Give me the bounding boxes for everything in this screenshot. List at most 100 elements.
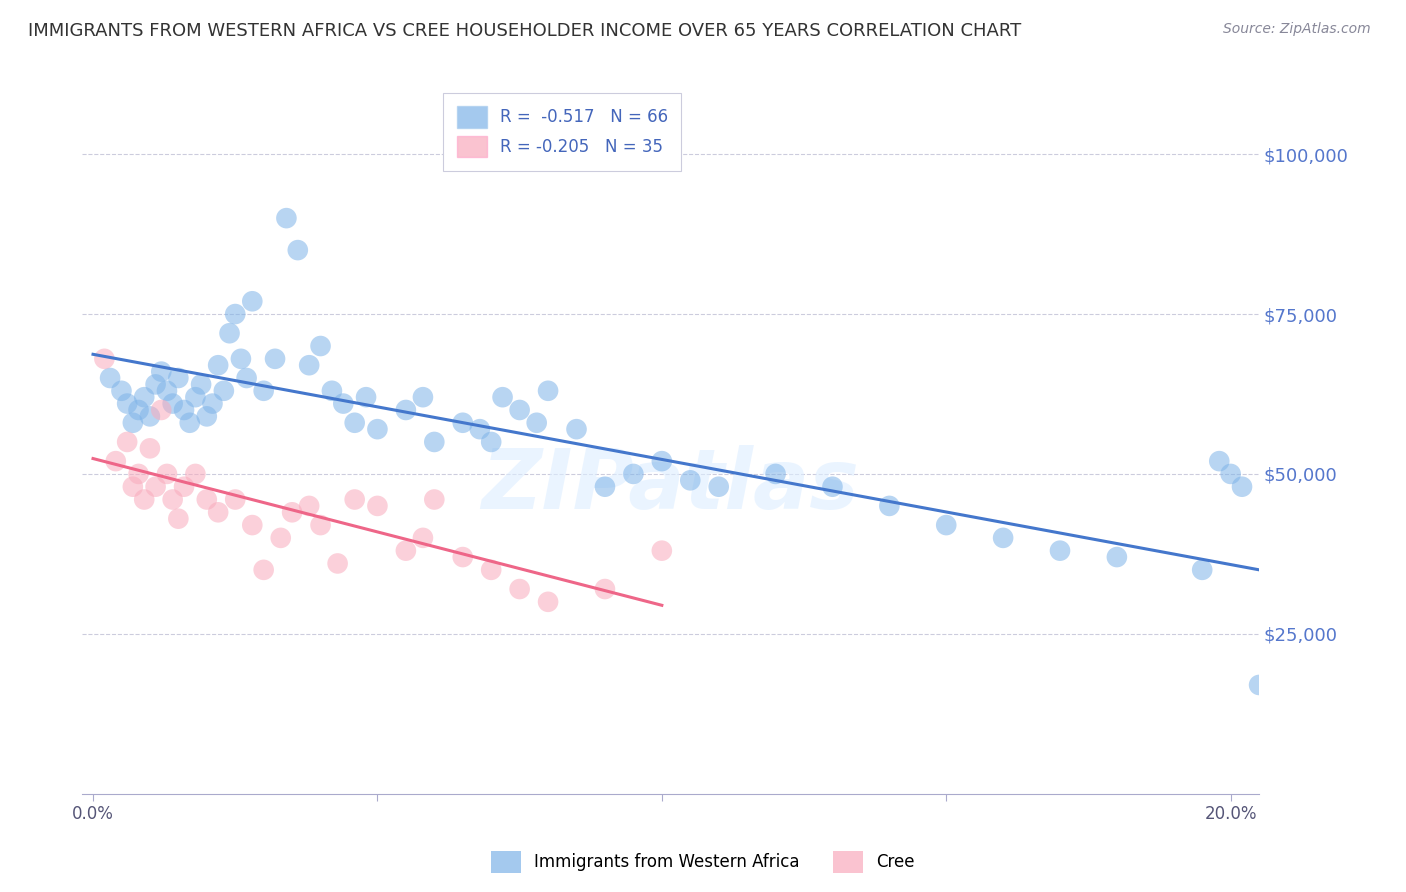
Point [270, 531, 292, 545]
Point [651, 543, 673, 558]
Point [354, 390, 377, 404]
Point [1230, 480, 1253, 494]
Point [264, 351, 287, 366]
Text: Source: ZipAtlas.com: Source: ZipAtlas.com [1223, 22, 1371, 37]
Point [115, 396, 138, 410]
Point [298, 358, 321, 372]
Point [412, 390, 434, 404]
Point [537, 384, 560, 398]
Point [218, 326, 240, 341]
Point [184, 390, 207, 404]
Point [212, 384, 235, 398]
Point [179, 416, 201, 430]
Point [184, 467, 207, 481]
Point [229, 351, 252, 366]
Point [134, 492, 156, 507]
Point [207, 358, 229, 372]
Point [821, 480, 844, 494]
Point [235, 371, 257, 385]
Point [224, 307, 246, 321]
Point [190, 377, 212, 392]
Point [309, 518, 332, 533]
Point [104, 454, 127, 468]
Point [201, 396, 224, 410]
Point [207, 505, 229, 519]
Point [156, 467, 179, 481]
Point [332, 396, 354, 410]
Point [326, 557, 349, 571]
Point [240, 294, 263, 309]
Point [1105, 550, 1128, 565]
Point [195, 492, 218, 507]
Point [110, 384, 132, 398]
Point [423, 492, 446, 507]
Point [281, 505, 304, 519]
Point [145, 480, 167, 494]
Point [298, 499, 321, 513]
Point [224, 492, 246, 507]
Point [150, 365, 173, 379]
Point [509, 582, 531, 596]
Point [162, 492, 184, 507]
Point [451, 550, 474, 565]
Point [1277, 595, 1299, 609]
Point [1260, 690, 1282, 705]
Point [150, 403, 173, 417]
Point [139, 409, 162, 424]
Point [479, 563, 502, 577]
Point [121, 480, 143, 494]
Point [423, 434, 446, 449]
Point [765, 467, 787, 481]
Point [593, 582, 616, 596]
Point [565, 422, 588, 436]
Point [93, 351, 115, 366]
Point [276, 211, 298, 226]
Point [366, 499, 388, 513]
Point [162, 396, 184, 410]
Point [253, 384, 276, 398]
Point [321, 384, 343, 398]
Point [366, 422, 388, 436]
Point [121, 416, 143, 430]
Point [395, 543, 418, 558]
Point [240, 518, 263, 533]
Point [1208, 454, 1230, 468]
Point [98, 371, 121, 385]
Point [412, 531, 434, 545]
Point [621, 467, 644, 481]
Point [537, 595, 560, 609]
Text: IMMIGRANTS FROM WESTERN AFRICA VS CREE HOUSEHOLDER INCOME OVER 65 YEARS CORRELAT: IMMIGRANTS FROM WESTERN AFRICA VS CREE H… [28, 22, 1021, 40]
Point [145, 377, 167, 392]
Point [879, 499, 901, 513]
Point [1049, 543, 1071, 558]
Point [707, 480, 730, 494]
Point [395, 403, 418, 417]
Point [343, 492, 366, 507]
Point [253, 563, 276, 577]
Legend: Immigrants from Western Africa, Cree: Immigrants from Western Africa, Cree [484, 845, 922, 880]
Point [309, 339, 332, 353]
Legend: R =  -0.517   N = 66, R = -0.205   N = 35: R = -0.517 N = 66, R = -0.205 N = 35 [443, 93, 682, 170]
Point [156, 384, 179, 398]
Text: ZIPatlas: ZIPatlas [481, 445, 859, 526]
Point [167, 511, 190, 525]
Point [343, 416, 366, 430]
Point [491, 390, 513, 404]
Point [509, 403, 531, 417]
Point [479, 434, 502, 449]
Point [128, 403, 150, 417]
Point [139, 442, 162, 456]
Point [128, 467, 150, 481]
Point [468, 422, 491, 436]
Point [134, 390, 156, 404]
Point [451, 416, 474, 430]
Point [173, 403, 195, 417]
Point [679, 473, 702, 487]
Point [167, 371, 190, 385]
Point [1219, 467, 1241, 481]
Point [287, 243, 309, 257]
Point [651, 454, 673, 468]
Point [1191, 563, 1213, 577]
Point [935, 518, 957, 533]
Point [526, 416, 548, 430]
